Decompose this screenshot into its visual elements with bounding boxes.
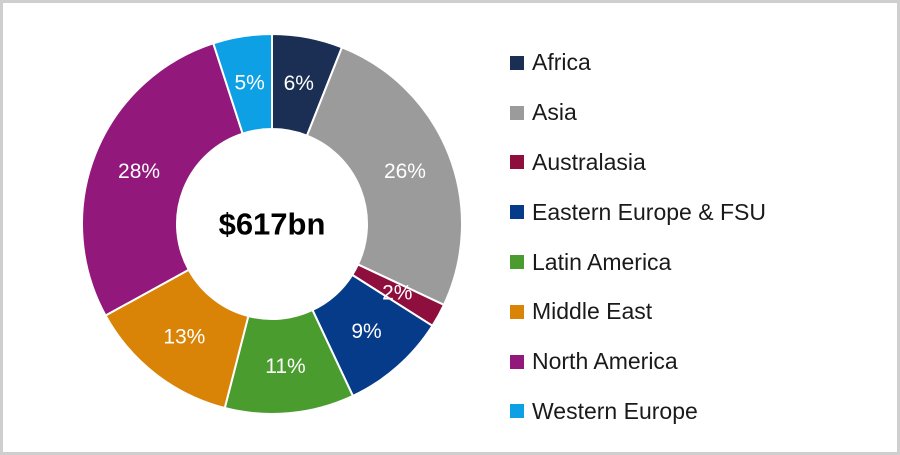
legend-swatch [510, 205, 524, 220]
donut-slice-labels: 6% 26% 2%9% 11% 13% 28% 5% [118, 71, 426, 378]
slice-asia [305, 46, 463, 307]
legend-item-australasia: Australasia [510, 138, 766, 188]
legend-swatch [510, 255, 524, 270]
donut-chart: 6% 26% 2%9% 11% 13% 28% 5% $617bn [81, 32, 463, 415]
slice-label-asia: 26% [384, 160, 426, 183]
legend-label: North America [532, 348, 678, 375]
legend-item-middle-east: Middle East [510, 287, 766, 337]
legend-item-north-america: North America [510, 337, 766, 387]
legend-swatch [510, 354, 524, 369]
slice-label-africa: 6% [284, 72, 314, 95]
slice-label-western-europe: 5% [234, 71, 264, 94]
donut-slices [81, 32, 463, 415]
legend-item-western-europe: Western Europe [510, 387, 766, 437]
legend-swatch [510, 155, 524, 170]
legend-swatch [510, 304, 524, 319]
legend-swatch [510, 105, 524, 120]
slice-label-latin-america: 11% [265, 355, 305, 378]
legend-label: Australasia [532, 148, 646, 175]
slice-label-middle-east: 13% [163, 325, 205, 348]
legend-item-asia: Asia [510, 88, 766, 138]
legend-label: Africa [532, 49, 591, 76]
legend-label: Middle East [532, 298, 653, 325]
legend-label: Latin America [532, 248, 672, 275]
legend-label: Asia [532, 99, 577, 126]
slice-north-america [81, 42, 244, 317]
slice-label-australasia: 2% [382, 281, 412, 304]
slice-label-eastern-europe-fsu: 9% [351, 320, 381, 343]
legend-swatch [510, 404, 524, 419]
legend-label: Eastern Europe & FSU [532, 198, 766, 225]
slice-western-europe [212, 32, 273, 135]
center-total-label: $617bn [219, 207, 326, 242]
legend-item-africa: Africa [510, 38, 766, 88]
legend-swatch [510, 55, 524, 70]
legend-item-eastern-europe-fsu: Eastern Europe & FSU [510, 187, 766, 237]
chart-legend: Africa Asia Australasia Eastern Europe & FS… [510, 38, 766, 436]
legend-item-latin-america: Latin America [510, 237, 766, 287]
legend-label: Western Europe [532, 397, 698, 424]
slice-label-north-america: 28% [118, 160, 160, 183]
